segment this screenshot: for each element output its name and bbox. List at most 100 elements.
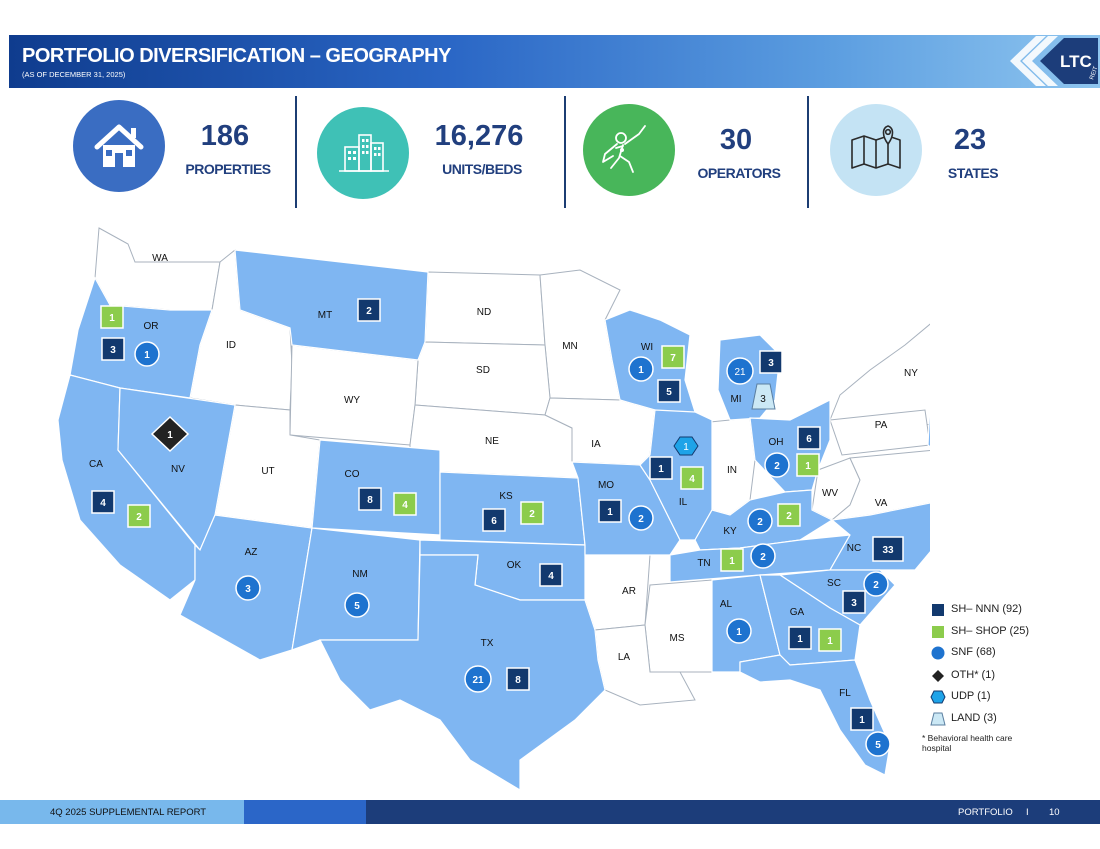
- label-va: VA: [875, 498, 888, 509]
- label-pa: PA: [875, 420, 888, 431]
- properties-label: PROPERTIES: [185, 161, 271, 177]
- svg-text:2: 2: [760, 552, 766, 563]
- operators-label: OPERATORS: [697, 165, 781, 181]
- legend-item-snf: SNF (68): [930, 645, 1080, 661]
- marker-al-snf: 1: [726, 618, 752, 644]
- footer-separator: I: [1026, 807, 1029, 818]
- map-markers: 1 3 1 2 1 7 5 21 3 3 1 4 2 8 4 1 1 4 6 2…: [91, 298, 904, 757]
- marker-tn-snf: 2: [750, 543, 776, 569]
- marker-or-nnn: 3: [101, 337, 125, 361]
- label-ut: UT: [261, 466, 274, 477]
- label-mn: MN: [562, 341, 578, 352]
- label-ny: NY: [904, 368, 918, 379]
- operators-icon-circle: [583, 104, 675, 196]
- label-nv: NV: [171, 464, 185, 475]
- svg-text:3: 3: [245, 584, 251, 595]
- label-la: LA: [618, 652, 631, 663]
- marker-oh-shop: 1: [796, 453, 820, 477]
- hexagon-icon: [930, 690, 946, 704]
- legend-item-udp: UDP (1): [930, 689, 1080, 705]
- legend-item-nnn: SH– NNN (92): [930, 602, 1080, 618]
- stat-divider: [564, 96, 566, 208]
- label-tx: TX: [481, 638, 494, 649]
- properties-count: 186: [200, 120, 250, 152]
- svg-text:2: 2: [774, 461, 780, 472]
- marker-nm-snf: 5: [344, 592, 370, 618]
- marker-fl-nnn: 1: [850, 707, 874, 731]
- svg-text:3: 3: [760, 394, 766, 405]
- svg-text:2: 2: [136, 512, 142, 523]
- properties-icon-circle: [73, 100, 165, 192]
- state-tx: [319, 554, 606, 792]
- svg-text:1: 1: [607, 507, 613, 518]
- page-title: PORTFOLIO DIVERSIFICATION – GEOGRAPHY: [22, 45, 451, 67]
- label-wv: WV: [822, 488, 838, 499]
- state-ks: [439, 471, 586, 546]
- label-nm: NM: [352, 569, 368, 580]
- marker-oh-snf: 2: [764, 452, 790, 478]
- buildings-icon: [339, 134, 389, 172]
- marker-il-nnn: 1: [649, 456, 673, 480]
- marker-wi-nnn: 5: [657, 379, 681, 403]
- svg-text:4: 4: [100, 498, 106, 509]
- marker-il-udp: 1: [673, 436, 699, 456]
- marker-fl-snf: 5: [865, 731, 891, 757]
- svg-text:3: 3: [851, 598, 857, 609]
- svg-text:1: 1: [658, 464, 664, 475]
- svg-text:21: 21: [472, 675, 484, 686]
- legend-footnote: * Behavioral health care hospital: [922, 733, 1013, 753]
- svg-text:3: 3: [768, 358, 774, 369]
- marker-mi-nnn: 3: [759, 350, 783, 374]
- operators-count: 30: [719, 124, 753, 156]
- units-icon-circle: [317, 107, 409, 199]
- marker-ga-nnn: 1: [788, 626, 812, 650]
- svg-text:LTC: LTC: [1060, 52, 1092, 71]
- label-ks: KS: [499, 491, 513, 502]
- label-ga: GA: [790, 607, 805, 618]
- label-ne: NE: [485, 436, 499, 447]
- footer-bar: 4Q 2025 SUPPLEMENTAL REPORT PORTFOLIO I …: [0, 800, 1100, 824]
- marker-il-shop: 4: [680, 466, 704, 490]
- svg-text:1: 1: [109, 313, 115, 324]
- us-map: .hl { fill:#7fb6f2; stroke:#ffffff; stro…: [57, 227, 930, 792]
- label-ia: IA: [591, 439, 601, 450]
- svg-text:1: 1: [827, 636, 833, 647]
- marker-ky-shop: 2: [777, 503, 801, 527]
- square-icon: [932, 626, 944, 638]
- house-icon: [94, 124, 144, 167]
- state-nm: [291, 527, 421, 651]
- ltc-reit-logo: LTC REIT: [1010, 36, 1100, 86]
- marker-sc-nnn: 3: [842, 590, 866, 614]
- label-ar: AR: [622, 586, 636, 597]
- marker-mi-land: 3: [751, 383, 776, 410]
- marker-ca-shop: 2: [127, 504, 151, 528]
- states-count: 23: [953, 124, 987, 156]
- marker-mo-snf: 2: [628, 505, 654, 531]
- header-banner: PORTFOLIO DIVERSIFICATION – GEOGRAPHY (A…: [9, 35, 1100, 88]
- legend-item-shop: SH– SHOP (25): [930, 624, 1080, 640]
- superhero-icon: [602, 125, 646, 173]
- svg-text:5: 5: [354, 601, 360, 612]
- svg-text:2: 2: [638, 514, 644, 525]
- svg-text:6: 6: [491, 516, 497, 527]
- states-label: STATES: [947, 165, 999, 181]
- svg-text:4: 4: [689, 474, 695, 485]
- svg-text:4: 4: [548, 571, 554, 582]
- label-al: AL: [720, 599, 733, 610]
- label-mo: MO: [598, 480, 614, 491]
- units-count: 16,276: [434, 120, 524, 152]
- svg-text:2: 2: [757, 517, 763, 528]
- marker-ks-shop: 2: [520, 501, 544, 525]
- marker-ks-nnn: 6: [482, 508, 506, 532]
- marker-sc-snf: 2: [863, 571, 889, 597]
- svg-text:2: 2: [786, 511, 792, 522]
- svg-text:1: 1: [683, 442, 689, 453]
- svg-text:REIT: REIT: [1089, 65, 1099, 80]
- marker-mo-nnn: 1: [598, 499, 622, 523]
- label-il: IL: [679, 497, 688, 508]
- label-wa: WA: [152, 253, 168, 264]
- stat-divider: [807, 96, 809, 208]
- svg-text:1: 1: [805, 461, 811, 472]
- label-or: OR: [144, 321, 159, 332]
- label-in: IN: [727, 465, 737, 476]
